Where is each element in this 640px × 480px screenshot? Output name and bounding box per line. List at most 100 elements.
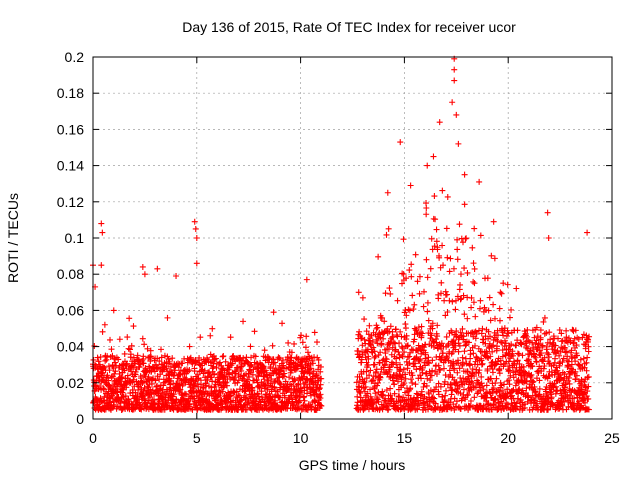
roti-point	[412, 381, 419, 388]
roti-point	[519, 387, 526, 394]
roti-point	[423, 211, 430, 218]
roti-point	[572, 327, 579, 334]
roti-point	[454, 369, 461, 376]
roti-point	[138, 406, 145, 413]
roti-point	[99, 328, 106, 335]
roti-point	[513, 285, 520, 292]
roti-point	[400, 394, 407, 401]
roti-point	[257, 399, 264, 406]
roti-point	[130, 376, 137, 383]
roti-point	[471, 265, 478, 272]
roti-point	[462, 235, 469, 242]
roti-point	[219, 388, 226, 395]
roti-point	[552, 342, 559, 349]
roti-point	[456, 221, 463, 228]
roti-point	[437, 383, 444, 390]
roti-point	[552, 355, 559, 362]
roti-point	[464, 315, 471, 322]
roti-point	[438, 354, 445, 361]
roti-point	[126, 315, 133, 322]
roti-point	[585, 336, 592, 343]
roti-point	[409, 379, 416, 386]
roti-point	[472, 342, 479, 349]
roti-point	[193, 235, 200, 241]
roti-point	[376, 405, 383, 412]
roti-point	[156, 358, 163, 365]
roti-point	[435, 380, 442, 387]
roti-point	[425, 354, 432, 361]
roti-point	[203, 382, 210, 389]
roti-point	[489, 389, 496, 396]
roti-point	[373, 336, 380, 343]
roti-point	[472, 313, 479, 320]
roti-point	[367, 367, 374, 374]
roti-point	[426, 368, 433, 375]
roti-point	[385, 225, 392, 232]
roti-point	[399, 270, 406, 277]
roti-point	[149, 376, 156, 383]
roti-point	[216, 359, 223, 366]
roti-point	[426, 360, 433, 367]
roti-point	[374, 324, 381, 331]
roti-point	[568, 361, 575, 368]
roti-point	[451, 366, 458, 373]
roti-point	[470, 278, 477, 285]
roti-point	[372, 390, 379, 397]
roti-point	[356, 388, 363, 395]
roti-point	[258, 388, 265, 395]
roti-point	[545, 235, 552, 241]
roti-point	[435, 295, 442, 302]
roti-point	[491, 255, 498, 262]
roti-point	[358, 356, 365, 363]
roti-point	[315, 356, 322, 363]
roti-point	[585, 406, 592, 413]
roti-point	[450, 265, 457, 272]
roti-point	[375, 253, 382, 260]
roti-point	[408, 376, 415, 383]
roti-point	[506, 314, 513, 321]
data-points	[90, 55, 593, 413]
roti-point	[307, 365, 314, 372]
roti-point	[272, 397, 279, 404]
roti-point	[468, 304, 475, 311]
roti-point	[430, 153, 437, 160]
roti-point	[429, 325, 436, 332]
roti-point	[160, 382, 167, 389]
roti-point	[445, 340, 452, 347]
roti-point	[541, 354, 548, 361]
roti-point	[563, 327, 570, 334]
roti-point	[285, 339, 292, 346]
roti-point	[397, 366, 404, 373]
roti-point	[393, 359, 400, 366]
roti-point	[130, 364, 137, 371]
roti-point	[460, 333, 467, 340]
roti-point	[394, 297, 401, 304]
roti-point	[480, 386, 487, 393]
roti-point	[409, 292, 416, 299]
roti-point	[130, 354, 137, 361]
roti-point	[431, 386, 438, 393]
roti-point	[316, 402, 323, 409]
roti-point	[419, 330, 426, 337]
roti-point	[210, 363, 217, 370]
roti-point	[510, 352, 517, 359]
roti-point	[414, 278, 421, 285]
roti-point	[470, 299, 477, 306]
roti-point	[497, 289, 504, 296]
roti-point	[500, 280, 507, 287]
roti-point	[421, 288, 428, 295]
roti-point	[413, 366, 420, 373]
roti-point	[391, 381, 398, 388]
roti-point	[375, 398, 382, 405]
roti-point	[408, 273, 415, 280]
roti-point	[301, 397, 308, 404]
roti-point	[418, 350, 425, 357]
roti-point	[375, 389, 382, 396]
roti-point	[509, 348, 516, 355]
roti-point	[314, 339, 320, 346]
roti-point	[447, 255, 454, 262]
roti-point	[458, 332, 465, 339]
roti-point	[377, 334, 384, 341]
roti-point	[471, 280, 478, 287]
roti-point	[417, 356, 424, 363]
